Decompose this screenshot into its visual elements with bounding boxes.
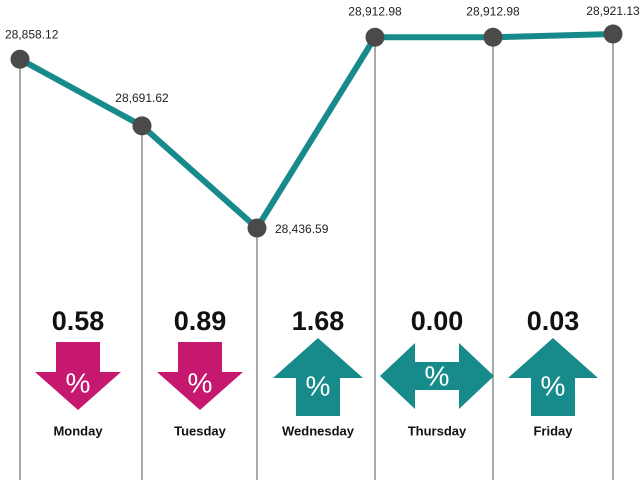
direction-arrow bbox=[157, 342, 243, 410]
direction-arrow bbox=[508, 338, 598, 416]
change-value: 1.68 bbox=[292, 306, 345, 336]
day-label: Thursday bbox=[408, 423, 467, 438]
value-label: 28,436.59 bbox=[275, 222, 329, 236]
day-label: Monday bbox=[53, 423, 103, 438]
marker bbox=[247, 218, 267, 238]
change-value: 0.00 bbox=[411, 306, 464, 336]
marker bbox=[365, 27, 385, 47]
day-label: Friday bbox=[533, 423, 573, 438]
day-label: Tuesday bbox=[174, 423, 227, 438]
day-label: Wednesday bbox=[282, 423, 355, 438]
price-line bbox=[18, 31, 614, 231]
change-value: 0.89 bbox=[174, 306, 227, 336]
value-label: 28,912.98 bbox=[348, 4, 402, 18]
value-label: 28,691.62 bbox=[115, 91, 169, 105]
direction-arrow bbox=[35, 342, 121, 410]
percent-symbol: % bbox=[541, 370, 566, 401]
change-value: 0.58 bbox=[52, 306, 105, 336]
marker bbox=[132, 116, 152, 136]
direction-arrow bbox=[380, 343, 494, 409]
marker bbox=[483, 27, 503, 47]
percent-symbol: % bbox=[306, 370, 331, 401]
value-label: 28,912.98 bbox=[466, 4, 520, 18]
percent-symbol: % bbox=[188, 367, 213, 398]
marker bbox=[10, 49, 30, 69]
marker bbox=[603, 24, 623, 44]
direction-arrow bbox=[273, 338, 363, 416]
percent-symbol: % bbox=[66, 367, 91, 398]
value-label: 28,858.12 bbox=[5, 27, 59, 41]
value-label: 28,921.13 bbox=[586, 4, 640, 18]
change-value: 0.03 bbox=[527, 306, 580, 336]
percent-symbol: % bbox=[425, 360, 450, 391]
